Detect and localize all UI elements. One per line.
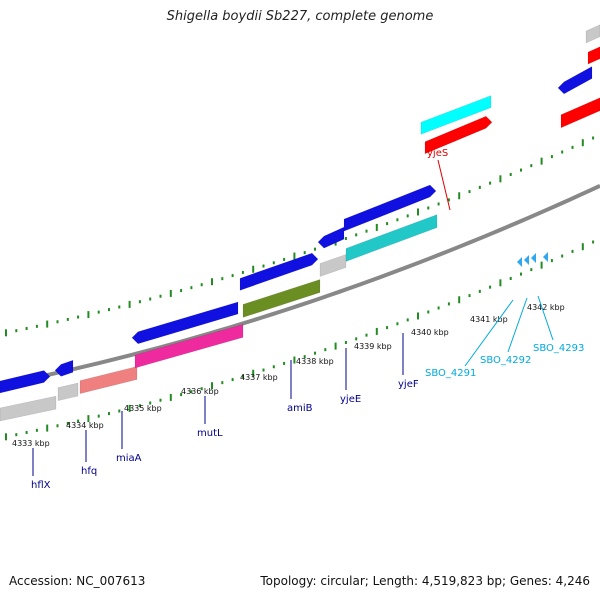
gene-olive <box>242 279 321 318</box>
gene-amib-fwd <box>317 226 345 249</box>
backbone-line <box>0 183 600 387</box>
accession-text: Accession: NC_007613 <box>9 574 146 588</box>
gene-label-hflx: hflX <box>31 480 51 491</box>
gene-mutl-fwd <box>239 252 319 291</box>
kbp-label: 4341 kbp <box>470 315 508 324</box>
gene-hflx-fwd <box>0 370 51 394</box>
genome-stats-text: Topology: circular; Length: 4,519,823 bp… <box>260 574 590 588</box>
gene-label-hfq: hfq <box>81 466 97 477</box>
gene-red-top <box>587 46 600 65</box>
kbp-label: 4340 kbp <box>411 328 449 337</box>
gene-label-mutl: mutL <box>197 428 223 439</box>
gene-red-2 <box>560 97 600 129</box>
gene-small-arrow-3 <box>531 253 536 263</box>
kbp-label: 4342 kbp <box>527 303 565 312</box>
gene-gray-top <box>585 24 600 44</box>
gene-label-amib: amiB <box>287 403 313 414</box>
gene-label-yjes: yjeS <box>427 148 448 159</box>
backbone-path <box>0 183 600 387</box>
gene-gray-2 <box>57 382 79 401</box>
gene-gray-1 <box>0 395 57 422</box>
label-leader <box>537 295 554 341</box>
gene-small-arrow-4 <box>543 252 548 262</box>
gene-teal <box>345 214 438 262</box>
gene-salmon <box>79 366 138 394</box>
label-leader <box>437 159 451 211</box>
kbp-label: 4335 kbp <box>124 404 162 413</box>
kbp-scale: 4333 kbp 4334 kbp 4335 kbp 4336 kbp 4337 kbp… <box>12 303 565 448</box>
gene-label-yjee: yjeE <box>340 394 361 405</box>
gene-small-arrow-2 <box>524 255 529 265</box>
gene-mial-fwd <box>131 301 239 345</box>
gene-cyan <box>420 95 492 135</box>
gene-magenta <box>134 324 244 369</box>
gene-label-sbo_4292: SBO_4292 <box>480 355 531 366</box>
label-leader <box>507 297 528 353</box>
map-title: Shigella boydii Sb227, complete genome <box>166 9 434 24</box>
kbp-label: 4334 kbp <box>66 421 104 430</box>
gene-label-miaa: miaA <box>116 453 142 464</box>
label-leader <box>464 299 514 367</box>
gene-label-yjef: yjeF <box>398 379 419 390</box>
kbp-label: 4339 kbp <box>354 342 392 351</box>
gene-small-arrow-1 <box>517 257 522 267</box>
gene-label-layer: hflX hfq miaA mutL amiB yjeE yjeF SBO_4291 SBO_4… <box>31 148 584 491</box>
gene-track <box>0 24 600 422</box>
gene-label-sbo_4293: SBO_4293 <box>533 343 584 354</box>
outer-tick-track <box>5 136 595 337</box>
gene-red-1 <box>424 115 493 155</box>
gene-right-fwd <box>557 66 593 95</box>
gene-gray-3 <box>319 254 347 277</box>
kbp-label: 4336 kbp <box>181 387 219 396</box>
gene-yjee-fwd <box>343 184 437 232</box>
inner-tick-track <box>5 240 595 441</box>
kbp-label: 4337 kbp <box>240 373 278 382</box>
kbp-label: 4338 kbp <box>296 357 334 366</box>
gene-label-sbo_4291: SBO_4291 <box>425 368 476 379</box>
gene-hfq-fwd <box>54 359 74 377</box>
kbp-label: 4333 kbp <box>12 439 50 448</box>
